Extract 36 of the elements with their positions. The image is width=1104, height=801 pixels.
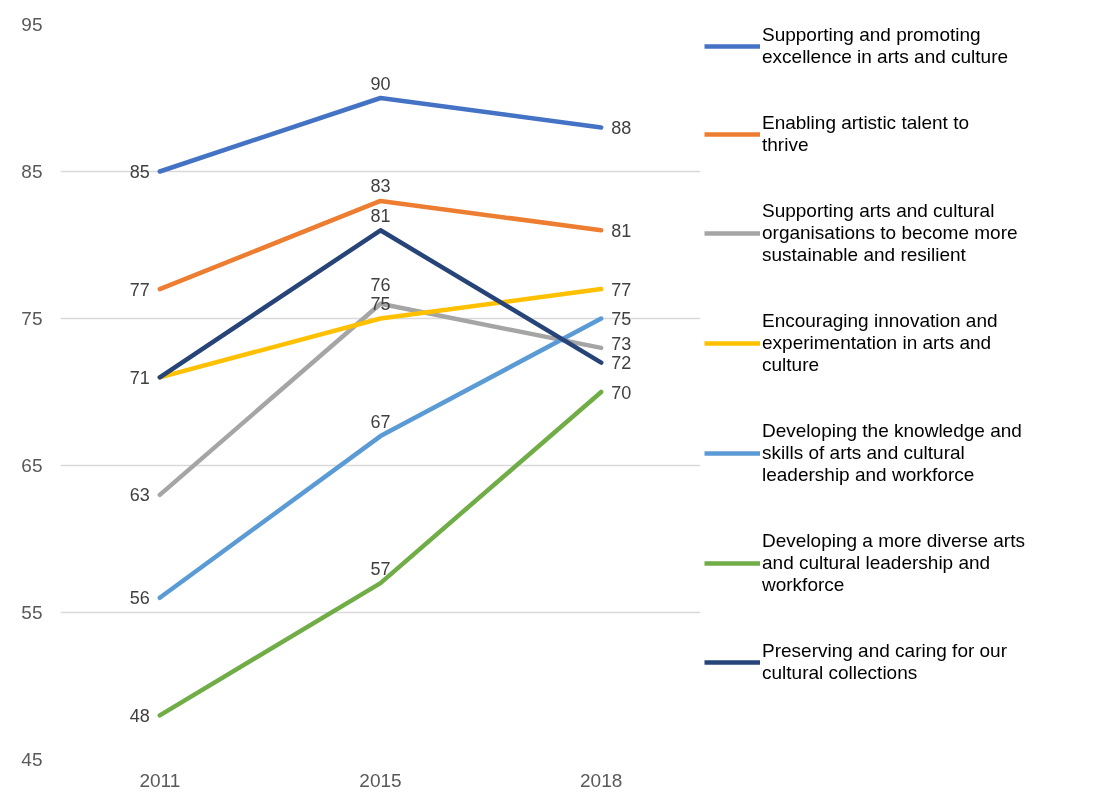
data-label: 70: [611, 382, 632, 403]
data-label: 90: [370, 73, 391, 94]
data-label: 81: [611, 220, 632, 241]
data-label: 48: [129, 705, 150, 726]
x-tick-label: 2011: [139, 769, 181, 791]
y-tick-label: 95: [21, 14, 43, 35]
y-tick-label: 55: [21, 602, 43, 623]
legend-label: Enabling artistic talent to thrive: [762, 112, 970, 156]
y-tick-label: 45: [21, 749, 43, 770]
data-label: 77: [129, 279, 150, 300]
x-tick-label: 2018: [580, 769, 623, 791]
legend-label: Developing a more diverse arts and cultural leadership and workforce: [762, 530, 1025, 596]
legend-label: Encouraging innovation and experimentation in arts and culture: [762, 310, 998, 376]
data-label: 75: [370, 294, 391, 314]
data-label: 75: [611, 309, 632, 329]
data-label: 71: [129, 367, 150, 388]
data-label: 77: [611, 279, 632, 300]
data-label: 56: [129, 588, 150, 609]
data-label: 73: [611, 334, 632, 355]
data-label: 88: [611, 117, 632, 138]
data-label: 57: [370, 558, 391, 579]
data-label: 72: [611, 353, 632, 374]
y-tick-label: 85: [21, 161, 43, 182]
y-tick-label: 65: [21, 455, 43, 476]
y-tick-label: 75: [21, 308, 43, 329]
legend-label: Supporting arts and cultural organisations to become more sustainable and resilient: [762, 200, 1018, 266]
data-label: 81: [370, 205, 391, 226]
legend-label: Developing the knowledge and skills of arts and cultural leadership and workforce: [762, 420, 1022, 486]
legend-label: Supporting and promoting excellence in arts and culture: [762, 24, 1009, 68]
data-label: 85: [129, 162, 150, 182]
data-label: 83: [370, 176, 391, 197]
data-label: 76: [370, 275, 391, 295]
data-label: 63: [129, 485, 150, 506]
data-label: 67: [370, 411, 391, 432]
legend-label: Preserving and caring for our cultural collections: [762, 640, 1008, 684]
x-tick-label: 2015: [359, 769, 402, 791]
